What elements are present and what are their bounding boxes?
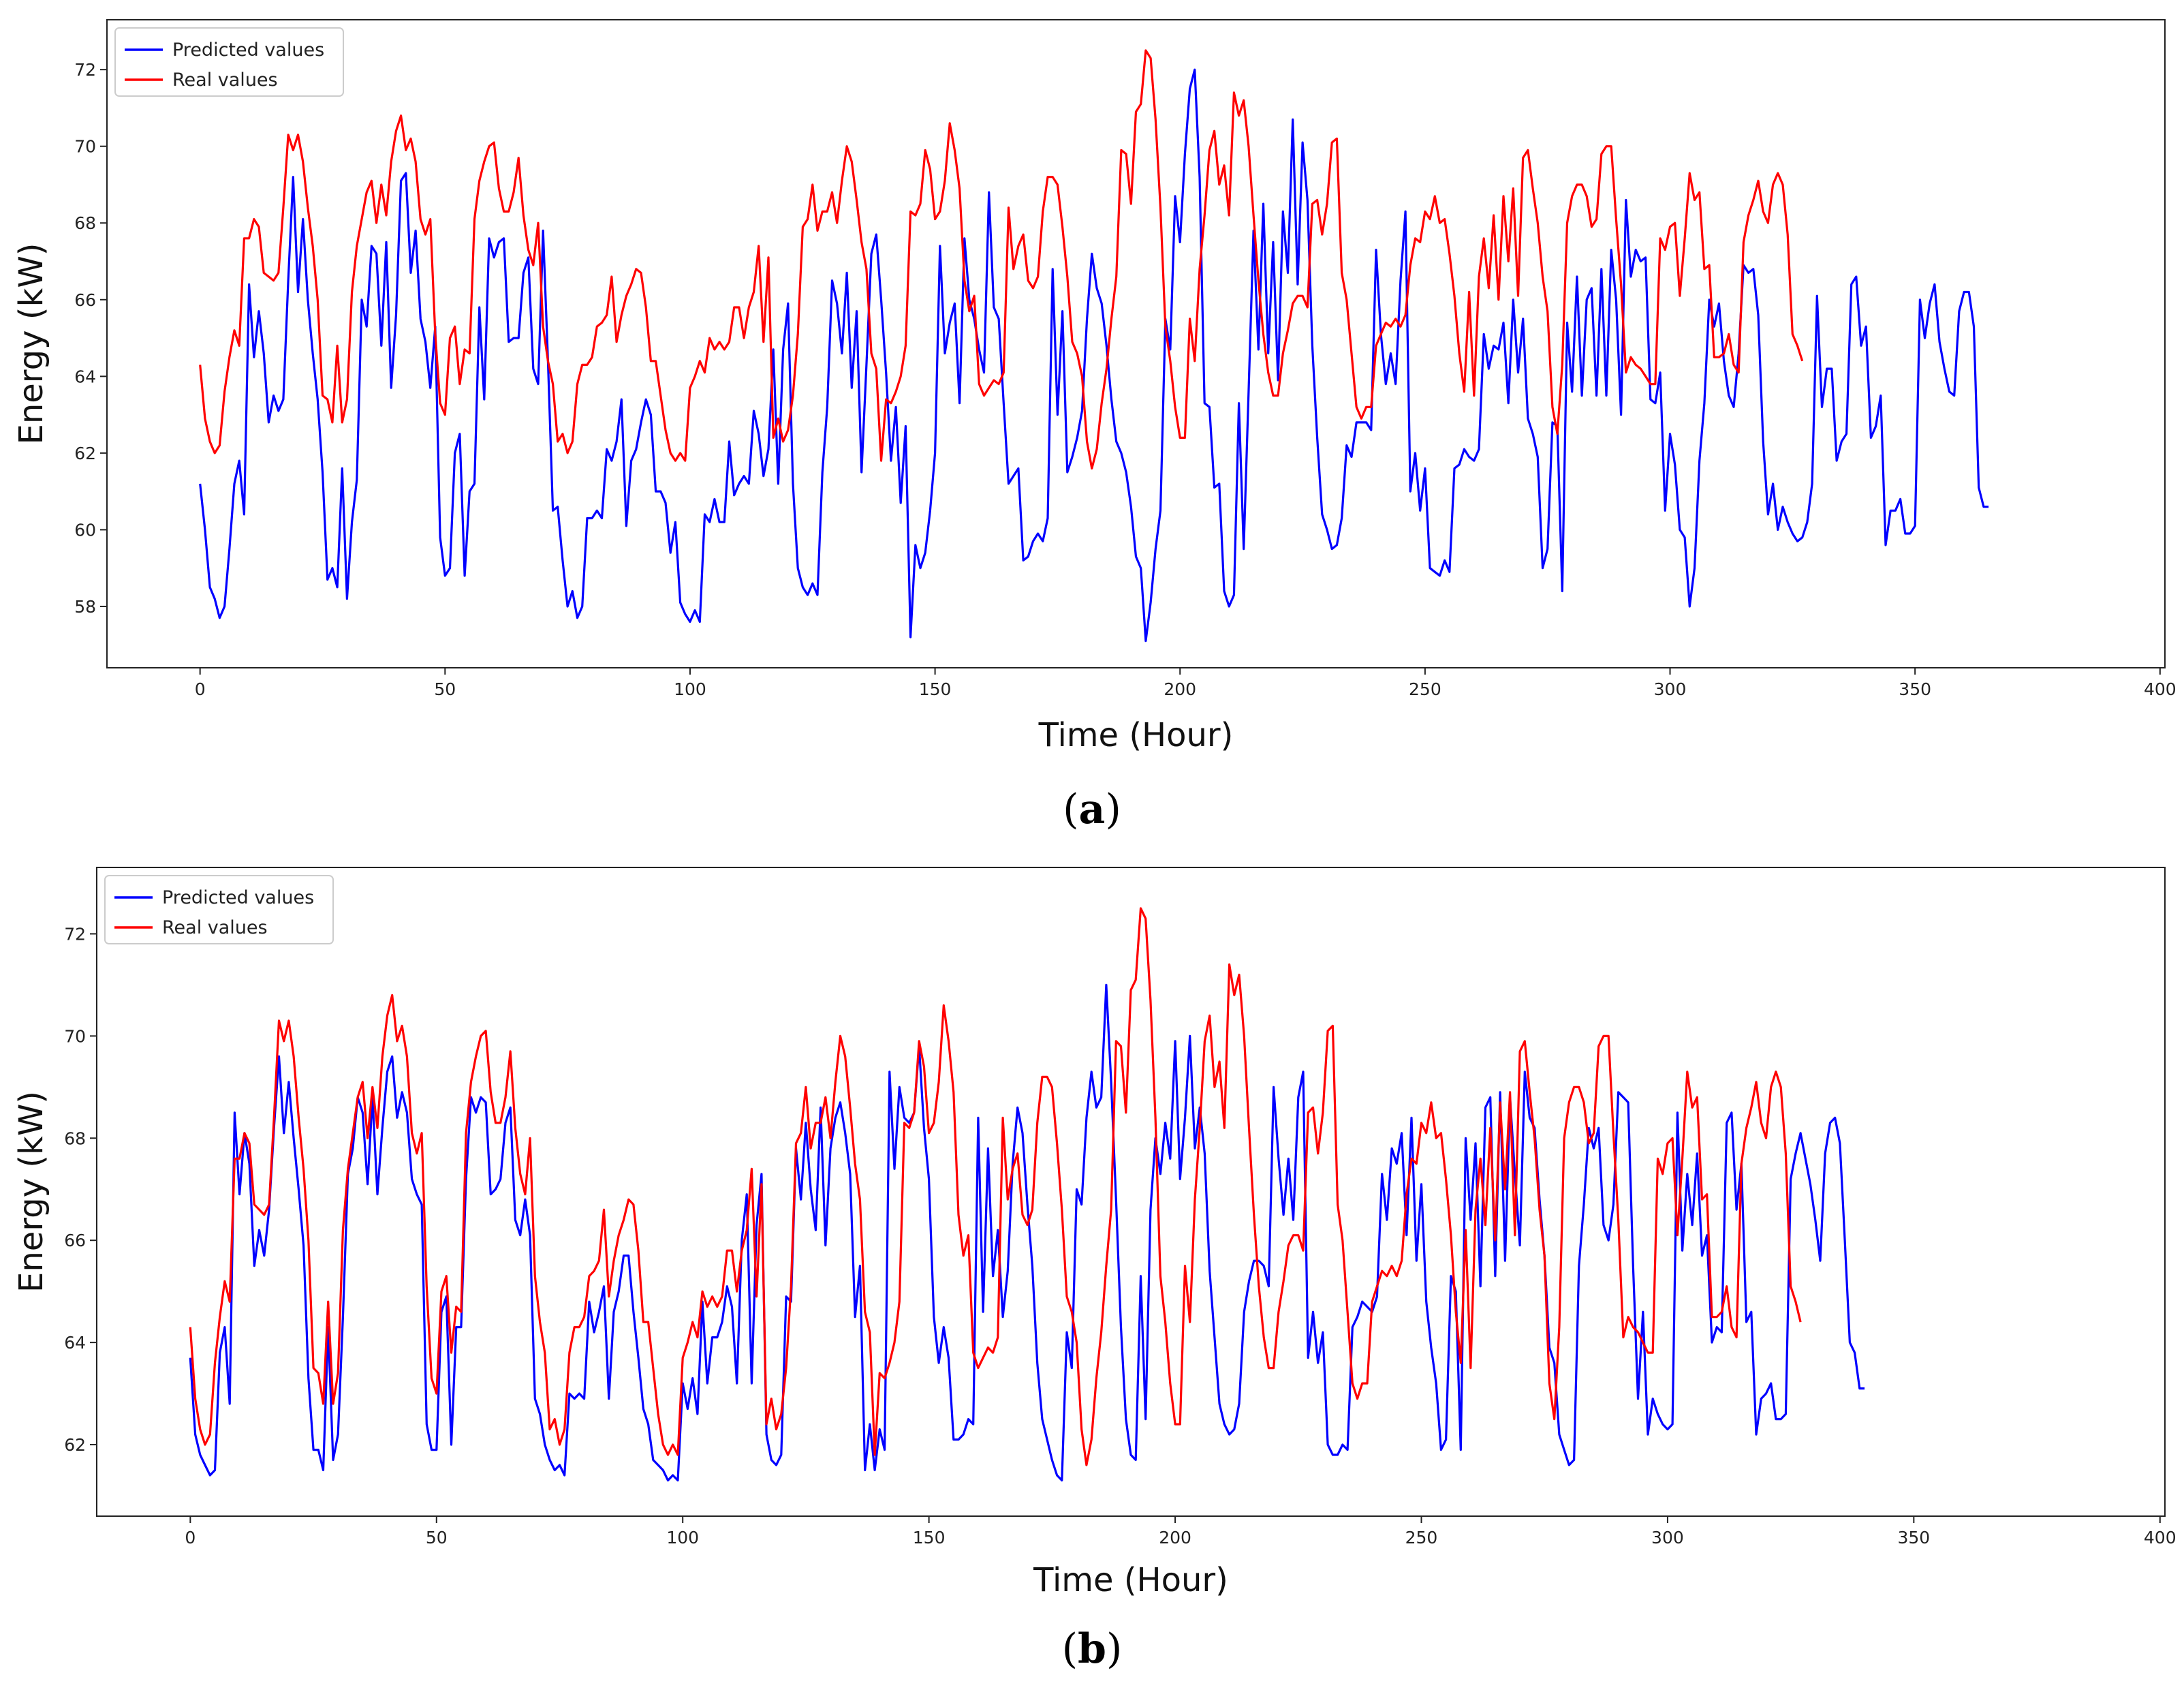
chart-a-series-line-predicted-values	[199, 68, 1989, 643]
chart-b-y-tick-label: 64	[64, 1333, 86, 1353]
chart-a-y-tick-label: 70	[74, 137, 96, 157]
chart-a-legend-box	[114, 27, 344, 97]
chart-a-caption-letter: a	[1079, 786, 1106, 833]
chart-a-y-tick-label: 58	[74, 597, 96, 617]
chart-panel-a: 0 50 100 150 200 250 300 350 400 58 60 62 64 66 68 70 72…	[0, 0, 2184, 845]
chart-a-x-tick-label: 200	[1164, 679, 1196, 699]
chart-a-y-tick-label: 62	[74, 444, 96, 463]
chart-b-x-tick-label: 250	[1405, 1528, 1438, 1547]
chart-a-series-line-real-values	[199, 49, 1804, 470]
chart-a-x-tick-label: 350	[1899, 679, 1931, 699]
chart-a-legend-label: Predicted values	[172, 40, 324, 61]
chart-a-y-tick-label: 68	[74, 213, 96, 233]
chart-b-legend-label: Predicted values	[162, 887, 314, 908]
chart-b-x-tick-label: 350	[1897, 1528, 1930, 1547]
chart-b-x-tick-label: 50	[426, 1528, 448, 1547]
chart-a-x-tick-label: 50	[434, 679, 456, 699]
chart-a-x-tick-label: 150	[919, 679, 952, 699]
chart-b-legend-box	[104, 875, 334, 944]
chart-b-y-axis-label: Energy (kW)	[12, 1091, 50, 1293]
chart-a-caption: (a)	[1063, 786, 1121, 833]
chart-b-y-tick-label: 62	[64, 1435, 86, 1455]
chart-a-x-tick-label: 100	[674, 679, 706, 699]
chart-a-x-tick-label: 300	[1654, 679, 1687, 699]
chart-b-series-line-predicted-values	[189, 983, 1865, 1482]
chart-panel-b: 0 50 100 150 200 250 300 350 400 62 64 66 68 70 72 Pred…	[0, 845, 2184, 1691]
chart-a-x-tick-label: 250	[1409, 679, 1441, 699]
chart-b-caption: (b)	[1062, 1625, 1123, 1673]
chart-b-x-axis-label: Time (Hour)	[1033, 1561, 1228, 1599]
chart-b-series-line-real-values	[189, 907, 1802, 1466]
chart-a-x-tick-label: 0	[195, 679, 206, 699]
chart-b-x-tick-label: 100	[666, 1528, 699, 1547]
chart-b-caption-letter: b	[1078, 1625, 1106, 1673]
chart-a-legend-label: Real values	[172, 70, 278, 91]
chart-b-y-tick-label: 70	[64, 1026, 86, 1046]
chart-a-svg: 0 50 100 150 200 250 300 350 400 58 60 62 64 66 68 70 72…	[12, 19, 2177, 833]
chart-b-x-tick-label: 300	[1651, 1528, 1684, 1547]
chart-a-y-tick-label: 72	[74, 60, 96, 80]
chart-b-y-tick-label: 68	[64, 1128, 86, 1148]
chart-a-y-tick-label: 64	[74, 367, 96, 386]
chart-a-x-axis-label: Time (Hour)	[1038, 716, 1234, 754]
chart-b-y-tick-label: 66	[64, 1231, 86, 1250]
chart-b-x-tick-label: 150	[913, 1528, 946, 1547]
chart-a-y-tick-label: 66	[74, 290, 96, 310]
chart-b-y-tick-label: 72	[64, 924, 86, 944]
chart-b-x-tick-label: 0	[185, 1528, 196, 1547]
chart-b-x-tick-label: 200	[1159, 1528, 1191, 1547]
chart-b-svg: 0 50 100 150 200 250 300 350 400 62 64 66 68 70 72 Pred…	[12, 867, 2177, 1673]
chart-a-y-tick-label: 60	[74, 520, 96, 540]
chart-a-x-tick-label: 400	[2144, 679, 2177, 699]
chart-a-y-axis-label: Energy (kW)	[12, 243, 50, 444]
chart-b-x-tick-label: 400	[2144, 1528, 2177, 1547]
chart-b-plot-frame	[96, 867, 2166, 1517]
chart-b-legend-label: Real values	[162, 917, 268, 938]
